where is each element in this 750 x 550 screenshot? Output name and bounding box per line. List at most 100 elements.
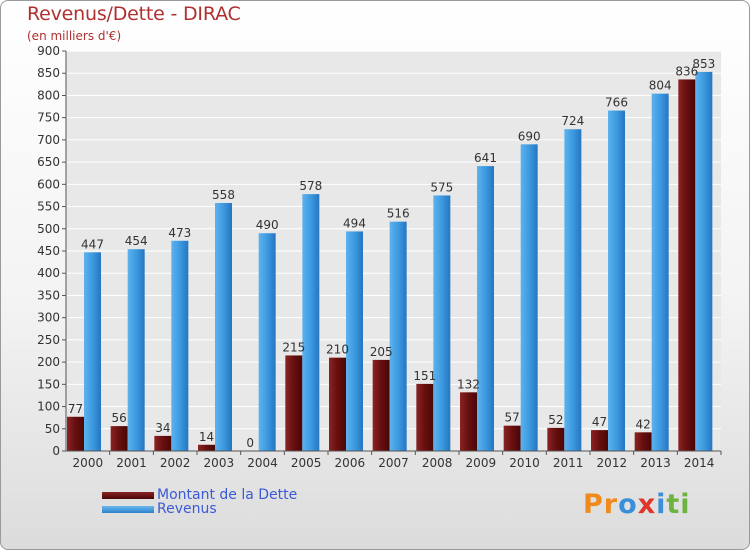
y-tick-label: 50 (45, 422, 60, 436)
logo-letter: i (680, 489, 691, 520)
logo-letter: P (583, 489, 604, 520)
y-tick-label: 500 (37, 222, 60, 236)
y-tick-label: 350 (37, 288, 60, 302)
data-label-dette: 151 (413, 369, 436, 383)
y-tick-label: 450 (37, 244, 60, 258)
bar-revenus (171, 240, 189, 451)
bar-revenus (258, 233, 276, 451)
legend-swatch-dette (102, 491, 154, 499)
bar-revenus (477, 166, 494, 451)
x-tick-label: 2007 (378, 456, 409, 470)
bar-dette (372, 359, 390, 451)
y-tick-label: 150 (37, 377, 60, 391)
y-tick-label: 400 (37, 266, 60, 280)
bar-dette (547, 427, 565, 451)
logo-letter: x (637, 489, 657, 520)
x-tick-label: 2005 (291, 456, 322, 470)
data-label-dette: 836 (675, 64, 698, 78)
legend-swatch-revenus (102, 505, 154, 513)
bar-revenus (215, 203, 232, 451)
bar-dette (154, 435, 172, 451)
x-tick-label: 2011 (553, 456, 584, 470)
x-tick-label: 2009 (466, 456, 497, 470)
bar-dette (198, 444, 215, 451)
data-label-revenus: 575 (430, 180, 453, 194)
bar-revenus (695, 71, 713, 451)
x-tick-label: 2000 (73, 456, 104, 470)
bar-dette (416, 383, 434, 451)
x-tick-label: 2012 (597, 456, 628, 470)
data-label-dette: 52 (548, 413, 563, 427)
data-label-dette: 205 (370, 345, 393, 359)
bar-dette (503, 425, 521, 451)
bar-revenus (302, 194, 320, 451)
legend-label-dette: Montant de la Dette (157, 487, 298, 503)
y-tick-label: 750 (37, 111, 60, 125)
bar-revenus (564, 129, 582, 451)
bar-revenus (346, 231, 363, 451)
y-tick-label: 800 (37, 88, 60, 102)
bar-revenus (127, 249, 145, 451)
legend-label-revenus: Revenus (157, 501, 217, 517)
y-tick-label: 300 (37, 311, 60, 325)
data-label-revenus: 766 (605, 96, 628, 110)
x-tick-label: 2010 (509, 456, 540, 470)
y-tick-label: 250 (37, 333, 60, 347)
bar-revenus (389, 221, 407, 451)
logo-letter: i (656, 489, 667, 520)
x-tick-label: 2013 (640, 456, 671, 470)
logo-letter: r (603, 489, 619, 520)
bar-revenus (520, 144, 538, 452)
data-label-revenus: 454 (125, 234, 148, 248)
logo-letter: o (618, 489, 638, 520)
data-label-revenus: 516 (387, 207, 410, 221)
bar-dette (285, 355, 303, 451)
proxiti-logo: Proxiti (583, 489, 691, 520)
data-label-revenus: 447 (81, 237, 104, 251)
x-tick-label: 2002 (160, 456, 191, 470)
data-label-revenus: 473 (168, 226, 191, 240)
data-label-dette: 57 (505, 411, 520, 425)
y-tick-label: 600 (37, 177, 60, 191)
data-label-revenus: 578 (299, 179, 322, 193)
data-label-revenus: 690 (518, 129, 541, 143)
bar-dette (634, 432, 652, 451)
x-tick-label: 2014 (684, 456, 715, 470)
data-label-dette: 0 (246, 436, 254, 450)
data-label-dette: 132 (457, 377, 480, 391)
data-label-revenus: 490 (256, 218, 279, 232)
bar-revenus (84, 252, 101, 451)
y-tick-label: 850 (37, 66, 60, 80)
bar-dette (67, 416, 84, 451)
bar-dette (110, 426, 128, 451)
x-tick-label: 2004 (247, 456, 278, 470)
y-tick-label: 650 (37, 155, 60, 169)
x-tick-label: 2006 (335, 456, 366, 470)
chart-subtitle: (en milliers d'€) (27, 29, 122, 43)
y-tick-label: 900 (37, 44, 60, 58)
data-label-dette: 215 (282, 340, 305, 354)
data-label-dette: 34 (155, 421, 170, 435)
y-tick-label: 100 (37, 400, 60, 414)
bar-dette (460, 392, 477, 451)
legend-item-dette: Montant de la Dette (102, 487, 297, 503)
bar-dette (678, 79, 696, 451)
data-label-dette: 210 (326, 343, 349, 357)
data-label-dette: 47 (592, 415, 607, 429)
legend-item-revenus: Revenus (102, 501, 217, 517)
data-label-dette: 56 (112, 411, 127, 425)
data-label-dette: 77 (68, 402, 83, 416)
bar-dette (591, 430, 608, 451)
y-tick-label: 700 (37, 133, 60, 147)
bar-dette (329, 357, 346, 451)
y-tick-label: 200 (37, 355, 60, 369)
data-label-revenus: 558 (212, 188, 235, 202)
data-label-revenus: 804 (649, 79, 672, 93)
x-tick-label: 2003 (204, 456, 235, 470)
bar-revenus (651, 93, 669, 452)
bar-revenus (608, 110, 625, 452)
data-label-dette: 42 (636, 417, 651, 431)
data-label-revenus: 724 (561, 114, 584, 128)
